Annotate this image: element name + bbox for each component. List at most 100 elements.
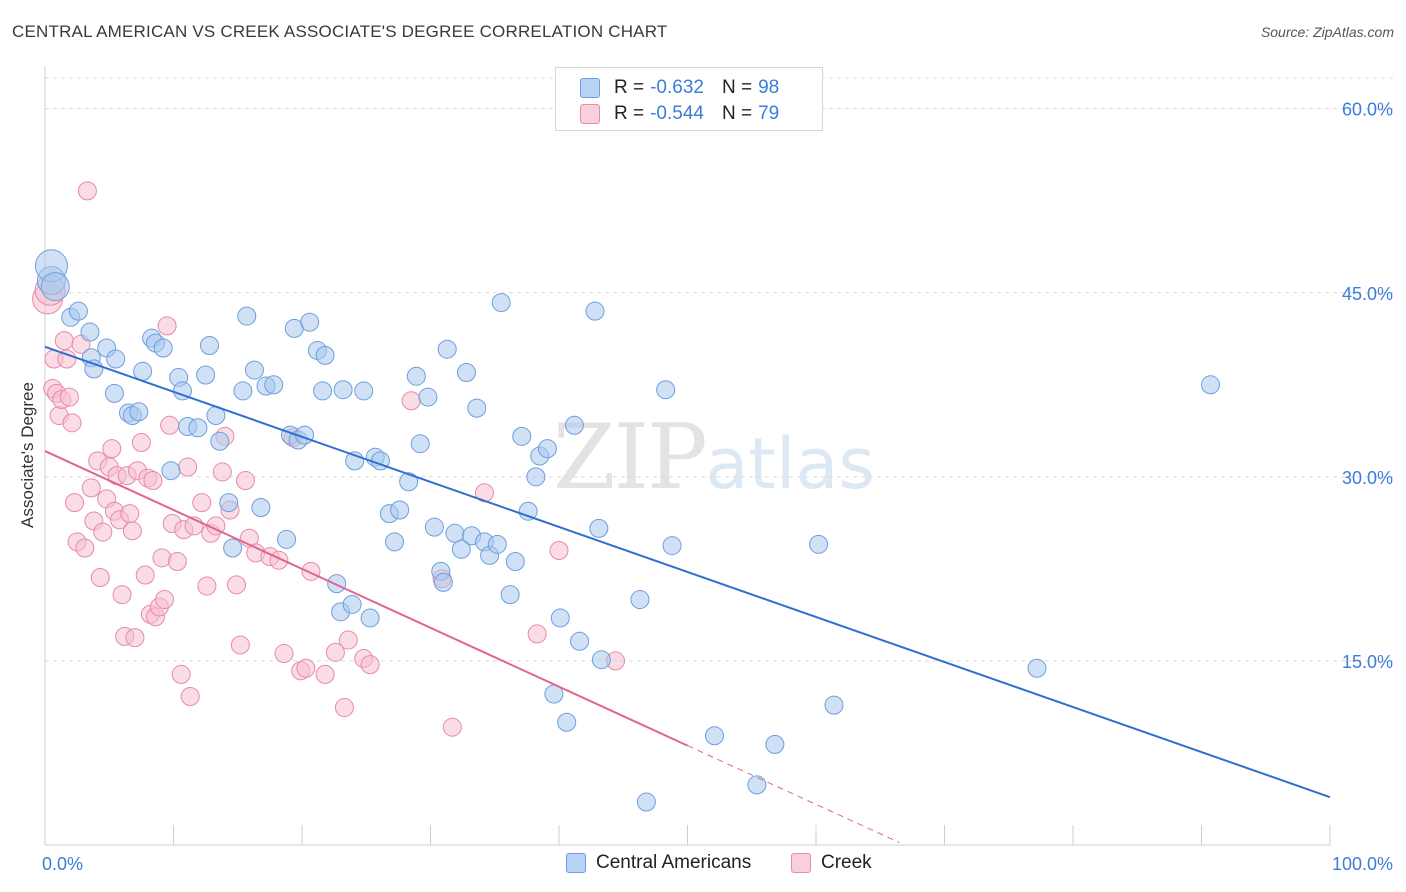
y-tick-label: 15.0% [1342,652,1393,672]
legend-item-central-americans: Central Americans [566,852,751,874]
creek-point [75,538,95,558]
central-americans-point [342,594,362,614]
central-americans-point [188,418,208,438]
central-americans-point [418,387,438,407]
central-americans-point [467,398,487,418]
central-americans-point [153,338,173,358]
creek-point [197,576,217,596]
central-americans-point [84,359,104,379]
central-americans-point [557,712,577,732]
legend-label-creek: Creek [821,852,872,873]
central-americans-point [512,426,532,446]
trend-lines [44,345,1331,844]
central-americans-point [437,339,457,359]
central-americans-point [570,631,590,651]
creek-point [180,687,200,707]
creek-point [62,413,82,433]
central-americans-point [360,608,380,628]
creek-point [160,415,180,435]
creek-point [54,331,74,351]
creek-point [120,504,140,524]
watermark-atlas: atlas [705,423,875,505]
axes [44,66,1331,846]
creek-point [230,635,250,655]
r-label: R = [614,77,645,98]
pink-swatch [580,104,600,124]
central-americans-point [656,380,676,400]
central-americans-point [456,363,476,383]
creek-point [274,644,294,664]
creek-point [65,493,85,513]
legend-label-central-americans: Central Americans [596,852,752,873]
creek-point [235,471,255,491]
central-americans-point [765,734,785,754]
central-americans-point [491,293,511,313]
creek-point [112,585,132,605]
central-americans-point [526,467,546,487]
creek-point [143,471,163,491]
y-tick-label: 60.0% [1342,100,1393,120]
creek-point [155,590,175,610]
x-tick-label-end: 100.0% [1332,854,1393,874]
central-americans-point [354,381,374,401]
blue-swatch [580,78,600,98]
central-americans-point [589,518,609,538]
central-americans-point [106,349,126,369]
central-americans-point [333,380,353,400]
creek-point [192,493,212,513]
creek-point [401,391,421,411]
central-americans-point [1200,375,1220,395]
creek-point [442,717,462,737]
creek-point [315,664,335,684]
creek-point [226,575,246,595]
central-americans-point [327,574,347,594]
central-americans-point [161,461,181,481]
creek-point [527,624,547,644]
n-label: N = [721,77,753,98]
central-americans-point [537,439,557,459]
central-americans-point [662,536,682,556]
central-americans-point [591,650,611,670]
r-value: -0.544 [650,103,704,124]
legend-item-creek: Creek [791,852,872,874]
creek-point [59,387,79,407]
central-americans-point [550,608,570,628]
central-americans-point [129,402,149,422]
creek-point [334,698,354,718]
central-americans-point [210,431,230,451]
creek-trend-extension [687,745,900,844]
central-americans-point [196,365,216,385]
central-americans-point [445,523,465,543]
central-americans-point [451,539,471,559]
creek-point [102,439,122,459]
creek-point [125,628,145,648]
central-americans-point [406,366,426,386]
blue-swatch [566,853,586,873]
central-americans-point [399,472,419,492]
central-americans-point [824,695,844,715]
creek-point [178,457,198,477]
central-americans-point [487,534,507,554]
r-value: -0.632 [650,77,704,98]
central-americans-point [564,415,584,435]
central-americans-point [636,792,656,812]
central-americans-point [264,375,284,395]
creek-point [338,630,358,650]
r-label: R = [614,103,645,124]
central-americans-point [68,301,88,321]
zipatlas-watermark: ZIPatlas [553,405,875,510]
creek-point [360,655,380,675]
central-americans-point [277,529,297,549]
y-tick-label: 30.0% [1342,468,1393,488]
central-americans-point [809,534,829,554]
central-americans-point [223,538,243,558]
central-americans-point [300,312,320,332]
creek-trend-line [44,450,688,747]
central-americans-point [505,552,525,572]
central-americans-point [585,301,605,321]
central-americans-point [219,493,239,513]
creek-point [167,552,187,572]
central-americans-point [518,501,538,521]
central-americans-point [704,726,724,746]
n-value: 79 [758,103,780,124]
